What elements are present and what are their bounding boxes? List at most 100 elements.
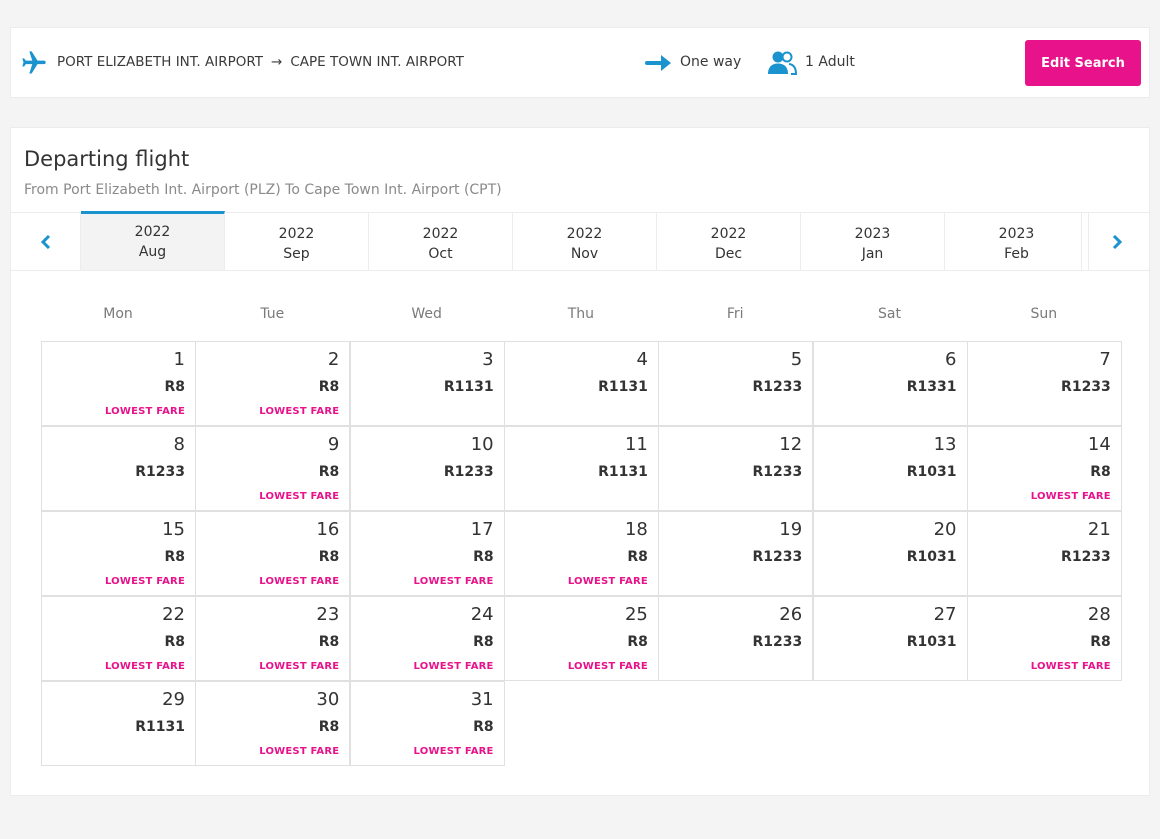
month-tab-year: 2022 (134, 224, 171, 240)
day-price: R8 (627, 634, 648, 650)
month-tab-month: Oct (428, 246, 453, 262)
passenger-count: 1 Adult (805, 54, 855, 70)
weekday-mon: Mon (103, 306, 133, 322)
day-price: R8 (318, 549, 340, 565)
day-number: 9 (327, 434, 340, 455)
calendar-day-cell[interactable]: 5 R1233 (658, 341, 814, 426)
lowest-fare-badge: LOWEST FARE (104, 576, 185, 587)
calendar-day-cell[interactable]: 22 R8 LOWEST FARE (41, 596, 196, 681)
route-text: PORT ELIZABETH INT. AIRPORT → CAPE TOWN IN… (57, 54, 464, 70)
lowest-fare-badge: LOWEST FARE (413, 661, 494, 672)
day-number: 1 (173, 349, 185, 370)
month-tab-nov-2022[interactable]: 2022 Nov (513, 213, 657, 270)
month-tab-year: 2022 (566, 226, 603, 242)
weekday-wed: Wed (411, 306, 442, 322)
month-tab-month: Feb (1004, 246, 1029, 262)
month-tab-month: Nov (570, 246, 599, 262)
day-number: 13 (933, 434, 957, 455)
calendar-day-cell[interactable]: 24 R8 LOWEST FARE (349, 596, 505, 681)
weekday-sun: Sun (1030, 306, 1058, 322)
next-month-button[interactable] (1081, 213, 1151, 270)
day-price: R1031 (906, 549, 957, 565)
prev-month-button[interactable] (11, 213, 81, 270)
day-price: R8 (473, 719, 494, 735)
day-price: R8 (318, 379, 340, 395)
calendar-day-cell[interactable]: 15 R8 LOWEST FARE (41, 511, 196, 596)
day-price: R8 (473, 549, 494, 565)
calendar-day-cell[interactable]: 1 R8 LOWEST FARE (41, 341, 196, 426)
calendar-day-cell[interactable]: 11 R1131 (503, 426, 659, 511)
calendar-day-cell[interactable]: 25 R8 LOWEST FARE (503, 596, 659, 681)
day-number: 17 (470, 519, 494, 540)
weekday-thu: Thu (567, 306, 595, 322)
day-number: 24 (470, 604, 494, 625)
calendar-day-cell[interactable]: 3 R1131 (349, 341, 505, 426)
day-number: 28 (1087, 604, 1111, 625)
day-price: R8 (164, 379, 185, 395)
calendar-day-cell[interactable]: 29 R1131 (41, 681, 196, 766)
day-number: 26 (779, 604, 803, 625)
month-tab-aug-2022[interactable]: 2022 Aug (81, 211, 225, 270)
weekday-fri: Fri (726, 306, 744, 322)
day-price: R8 (318, 634, 340, 650)
lowest-fare-badge: LOWEST FARE (259, 576, 340, 587)
calendar-day-cell[interactable]: 10 R1233 (349, 426, 505, 511)
calendar-day-cell[interactable]: 19 R1233 (658, 511, 814, 596)
day-price: R8 (164, 549, 185, 565)
route-arrow-icon: → (271, 54, 283, 70)
destination-airport: CAPE TOWN INT. AIRPORT (290, 54, 464, 70)
month-tab-oct-2022[interactable]: 2022 Oct (369, 213, 513, 270)
calendar-day-cell[interactable]: 9 R8 LOWEST FARE (195, 426, 351, 511)
day-price: R1233 (1061, 549, 1111, 565)
calendar-day-cell[interactable]: 8 R1233 (41, 426, 196, 511)
day-number: 19 (779, 519, 803, 540)
month-tab-year: 2022 (422, 226, 459, 242)
departing-flight-panel: Departing flight From Port Elizabeth Int… (10, 127, 1151, 796)
calendar-day-cell[interactable]: 6 R1331 (812, 341, 968, 426)
calendar-day-cell[interactable]: 4 R1131 (503, 341, 659, 426)
day-number: 31 (470, 689, 494, 710)
calendar-day-cell[interactable]: 30 R8 LOWEST FARE (195, 681, 351, 766)
day-number: 11 (624, 434, 648, 455)
month-tab-sep-2022[interactable]: 2022 Sep (225, 213, 369, 270)
month-tab-jan-2023[interactable]: 2023 Jan (801, 213, 945, 270)
day-price: R1331 (906, 379, 957, 395)
calendar-day-cell[interactable]: 13 R1031 (812, 426, 968, 511)
day-price: R1233 (752, 634, 803, 650)
calendar-day-cell[interactable]: 26 R1233 (658, 596, 814, 681)
calendar-day-cell[interactable]: 31 R8 LOWEST FARE (349, 681, 505, 766)
day-price: R1131 (135, 719, 185, 735)
calendar-day-cell[interactable]: 27 R1031 (812, 596, 968, 681)
calendar-day-cell[interactable]: 18 R8 LOWEST FARE (503, 511, 659, 596)
day-number: 5 (790, 349, 803, 370)
panel-title: Departing flight (24, 147, 190, 171)
day-number: 16 (316, 519, 340, 540)
day-number: 2 (327, 349, 340, 370)
calendar-day-cell[interactable]: 16 R8 LOWEST FARE (195, 511, 351, 596)
calendar-day-cell[interactable]: 14 R8 LOWEST FARE (966, 426, 1122, 511)
day-number: 21 (1087, 519, 1111, 540)
day-number: 20 (933, 519, 957, 540)
day-price: R8 (1090, 464, 1111, 480)
calendar-day-cell[interactable]: 23 R8 LOWEST FARE (195, 596, 351, 681)
day-number: 15 (162, 519, 185, 540)
day-number: 25 (624, 604, 648, 625)
calendar-day-cell[interactable]: 21 R1233 (966, 511, 1122, 596)
calendar-day-cell[interactable]: 12 R1233 (658, 426, 814, 511)
edit-search-button[interactable]: Edit Search (1025, 40, 1141, 86)
day-number: 22 (162, 604, 185, 625)
month-tab-feb-2023[interactable]: 2023 Feb (945, 213, 1089, 270)
day-number: 8 (173, 434, 185, 455)
day-price: R1131 (443, 379, 494, 395)
calendar-day-cell[interactable]: 20 R1031 (812, 511, 968, 596)
day-price: R1233 (752, 549, 803, 565)
month-tab-dec-2022[interactable]: 2022 Dec (657, 213, 801, 270)
calendar-day-cell[interactable]: 17 R8 LOWEST FARE (349, 511, 505, 596)
calendar-day-cell[interactable]: 2 R8 LOWEST FARE (195, 341, 351, 426)
calendar-day-cell[interactable]: 28 R8 LOWEST FARE (966, 596, 1122, 681)
day-number: 18 (624, 519, 648, 540)
day-number: 27 (933, 604, 957, 625)
calendar-day-cell[interactable]: 7 R1233 (966, 341, 1122, 426)
day-number: 29 (162, 689, 185, 710)
month-tab-year: 2022 (710, 226, 747, 242)
